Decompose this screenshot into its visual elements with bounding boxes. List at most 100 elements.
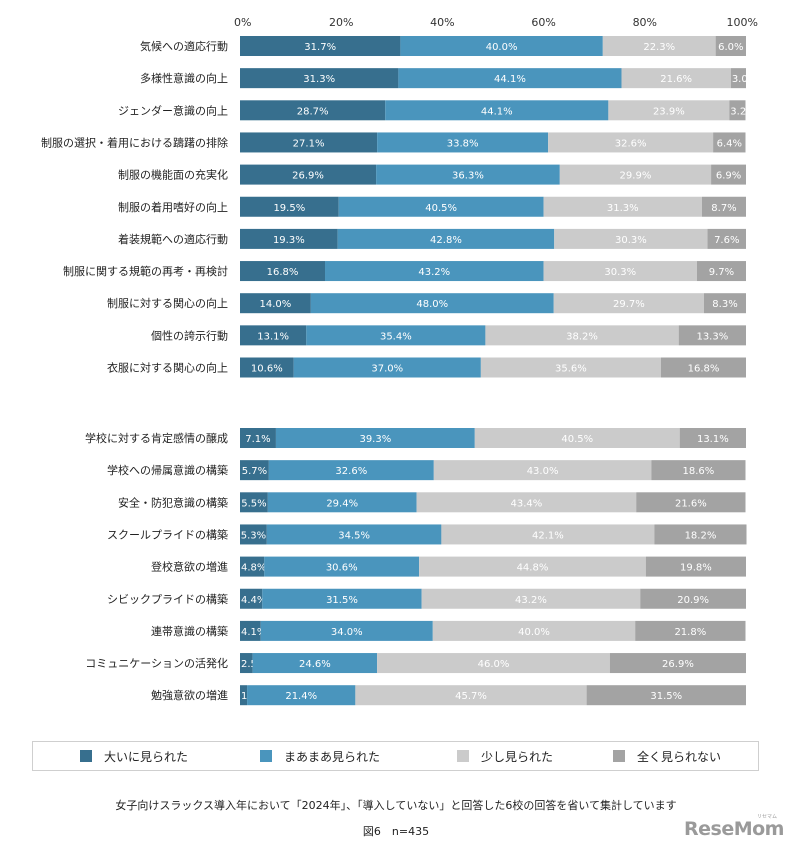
data-label: 21.6% — [675, 498, 707, 509]
bar-segment — [480, 357, 661, 378]
bar-segment — [240, 492, 268, 513]
bar-segment — [713, 132, 746, 153]
data-label: 30.6% — [326, 563, 358, 574]
data-label: 16.8% — [267, 267, 299, 278]
bar-segment — [337, 228, 555, 249]
data-label: 29.7% — [613, 299, 645, 310]
data-label: 31.3% — [303, 74, 335, 85]
bar-segment — [432, 620, 636, 641]
bar-segment — [419, 556, 646, 577]
category-label: コミュニケーションの活発化 — [85, 656, 228, 670]
data-label: 30.3% — [604, 267, 636, 278]
data-label: 19.8% — [680, 563, 712, 574]
footnote: 女子向けスラックス導入年において「2024年」、「導入していない」と回答した6校… — [115, 799, 677, 812]
bar-segment — [262, 588, 422, 609]
category-label: 勉強意欲の増進 — [151, 688, 228, 702]
bar-segment — [240, 228, 338, 249]
bar-segment — [240, 357, 294, 378]
category-label: 着装規範への適応行動 — [118, 232, 228, 246]
bar-segment — [608, 100, 730, 121]
data-label: 20.9% — [677, 595, 709, 606]
data-label: 31.7% — [304, 42, 336, 53]
data-label: 5.5% — [241, 498, 266, 509]
bar-segment — [247, 685, 356, 706]
bar-segment — [543, 261, 697, 282]
bar-segment — [559, 164, 712, 185]
category-label: 衣服に対する関心の向上 — [107, 361, 228, 375]
category-label: スクールプライドの構築 — [107, 527, 228, 541]
data-label: 43.2% — [418, 267, 450, 278]
bar-segment — [325, 261, 544, 282]
bar-segment — [310, 293, 554, 314]
bar-segment — [377, 653, 610, 674]
bar-segment — [400, 36, 603, 56]
data-label: 23.9% — [653, 106, 685, 117]
bar-segment — [240, 261, 326, 282]
legend-item-1: 大いに見られた — [80, 742, 188, 770]
bar-segment — [474, 428, 680, 448]
bar-segment — [679, 428, 746, 448]
bar-segment — [264, 556, 420, 577]
bar-segment — [260, 620, 433, 641]
bar-segment — [240, 653, 253, 674]
data-label: 44.8% — [517, 563, 549, 574]
data-label: 45.7% — [455, 691, 487, 702]
data-label: 4.4% — [241, 595, 266, 606]
legend-swatch-3 — [457, 750, 469, 762]
bar-segment — [240, 325, 307, 346]
bar-segment — [730, 68, 746, 89]
data-label: 44.1% — [481, 106, 513, 117]
bar-segment — [338, 196, 544, 217]
bar-segment — [240, 68, 399, 89]
data-label: 21.8% — [674, 627, 706, 638]
bar-segment — [433, 460, 652, 481]
data-label: 26.9% — [662, 659, 694, 670]
bar-segment — [421, 588, 641, 609]
bar-segment — [275, 428, 475, 448]
data-label: 5.7% — [242, 466, 267, 477]
x-tick-label: 0% — [234, 16, 251, 29]
category-label: ジェンダー意識の向上 — [118, 103, 228, 117]
bar-segment — [240, 293, 311, 314]
bar-segment — [376, 164, 560, 185]
data-label: 22.3% — [643, 42, 675, 53]
bar-segment — [635, 620, 746, 641]
data-label: 40.0% — [518, 627, 550, 638]
data-label: 8.7% — [711, 203, 736, 214]
bar-segment — [240, 685, 248, 706]
bar-segment — [293, 357, 481, 378]
bar-segment — [240, 588, 263, 609]
bar-segment — [651, 460, 746, 481]
data-label: 36.3% — [452, 171, 484, 182]
bar-segment — [240, 620, 261, 641]
category-label: 制服の着用嗜好の向上 — [118, 200, 228, 214]
category-label: 連帯意識の構築 — [151, 624, 228, 638]
legend-item-2: まあまあ見られた — [260, 742, 380, 770]
bar-segment — [240, 36, 401, 56]
data-label: 9.7% — [709, 267, 734, 278]
bar-segment — [240, 132, 378, 153]
data-label: 34.0% — [331, 627, 363, 638]
category-label: 制服の選択・着用における躊躇の排除 — [41, 135, 228, 149]
data-label: 43.4% — [511, 498, 543, 509]
legend-swatch-4 — [613, 750, 625, 762]
category-label: 個性の誇示行動 — [151, 328, 228, 342]
category-label: 学校に対する肯定感情の醸成 — [85, 431, 228, 445]
data-label: 30.3% — [615, 235, 647, 246]
data-label: 48.0% — [416, 299, 448, 310]
bar-segment — [715, 36, 746, 56]
data-label: 10.6% — [251, 364, 283, 375]
bar-segment — [602, 36, 716, 56]
data-label: 34.5% — [338, 530, 370, 541]
data-label: 40.5% — [561, 434, 593, 445]
data-label: 27.1% — [293, 138, 325, 149]
data-label: 3.2% — [730, 106, 755, 117]
resemom-logo-sub: リセマム — [757, 814, 778, 820]
data-label: 26.9% — [292, 171, 324, 182]
bar-segment — [240, 196, 339, 217]
x-tick-label: 20% — [329, 16, 353, 29]
bar-segment — [704, 293, 746, 314]
category-label: シビックプライドの構築 — [107, 592, 228, 606]
data-label: 32.6% — [615, 138, 647, 149]
data-label: 14.0% — [260, 299, 292, 310]
